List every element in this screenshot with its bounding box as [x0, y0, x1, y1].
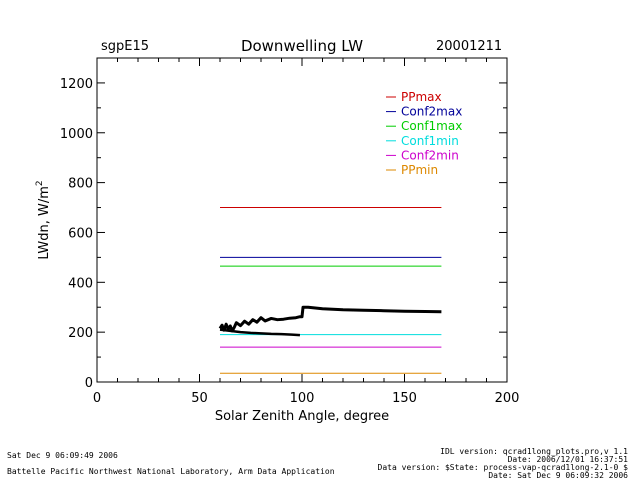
x-axis: 0 50 100 150 200: [93, 58, 520, 406]
y-axis: 0 200 400 600 800 1000 1200: [60, 77, 507, 391]
y-tick-label: 200: [68, 326, 93, 341]
chart-title: Downwelling LW: [241, 37, 363, 55]
legend-label: Conf1min: [401, 134, 459, 148]
footer-idl-version: IDL version: qcrad1long_plots.pro,v 1.1: [440, 447, 628, 456]
footer-run-date: Date: Sat Dec 9 06:09:32 2006: [488, 471, 628, 480]
legend: PPmaxConf2maxConf1maxConf1minConf2minPPm…: [386, 90, 462, 177]
y-axis-label-text: LWdn, W/m: [37, 186, 52, 260]
legend-label: Conf1max: [401, 119, 462, 133]
date-label: 20001211: [436, 39, 502, 54]
y-tick-label: 0: [85, 376, 93, 391]
x-axis-label: Solar Zenith Angle, degree: [215, 409, 389, 424]
x-tick-label: 150: [392, 391, 417, 406]
site-label: sgpE15: [101, 39, 149, 54]
y-tick-label: 1200: [60, 77, 93, 92]
footer-data-version: Data version: $State: process-vap-qcrad1…: [377, 463, 628, 472]
x-tick-label: 50: [191, 391, 208, 406]
x-tick-label: 200: [495, 391, 520, 406]
footer-left-date: Sat Dec 9 06:09:49 2006: [7, 451, 118, 460]
y-tick-label: 600: [68, 226, 93, 241]
legend-label: PPmin: [401, 163, 438, 177]
measured-line: [218, 305, 442, 333]
y-tick-label: 1000: [60, 127, 93, 142]
legend-label: PPmax: [401, 90, 442, 104]
measured-line-lower: [219, 328, 301, 337]
y-axis-label-superscript: 2: [35, 180, 45, 186]
legend-label: Conf2max: [401, 105, 462, 119]
threshold-lines: [220, 207, 442, 374]
y-axis-label: LWdn, W/m2: [35, 180, 52, 259]
y-tick-label: 800: [68, 177, 93, 192]
legend-label: Conf2min: [401, 148, 459, 162]
footer-left-org: Battelle Pacific Northwest National Labo…: [7, 467, 335, 476]
x-tick-label: 0: [93, 391, 101, 406]
footer-plot-date: Date: 2006/12/01 16:37:51: [507, 455, 628, 464]
measured-data: [218, 305, 442, 337]
x-tick-label: 100: [290, 391, 315, 406]
y-tick-label: 400: [68, 276, 93, 291]
